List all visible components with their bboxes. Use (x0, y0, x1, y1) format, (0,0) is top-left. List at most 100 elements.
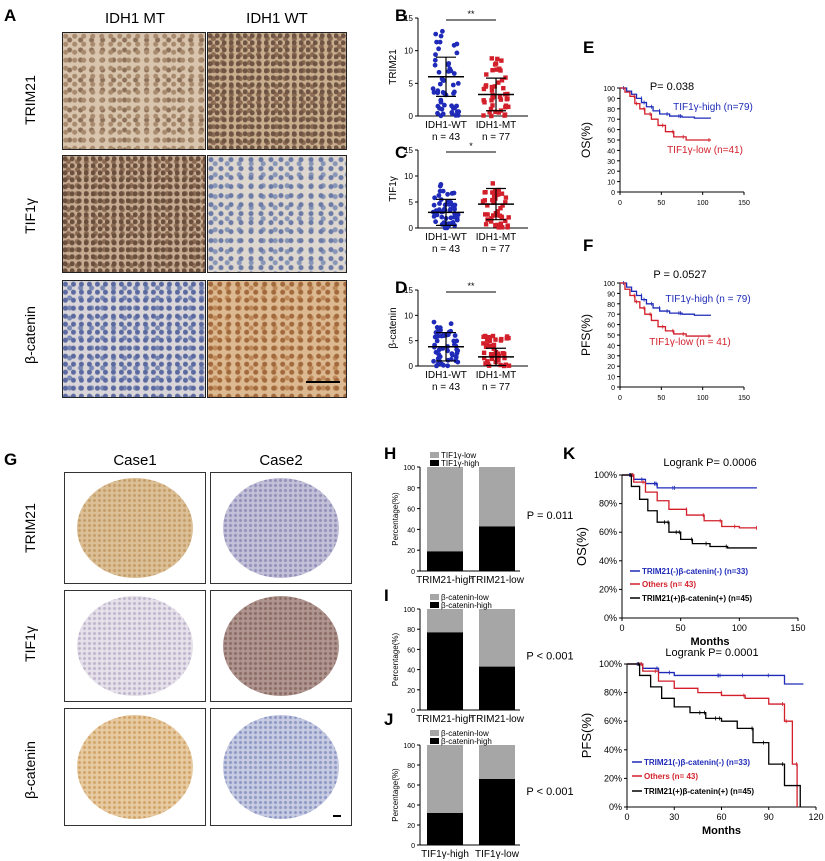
scatter-D-point (481, 350, 487, 355)
km-F-ytick-label: 70 (607, 312, 615, 319)
scatter-B-point (501, 86, 506, 91)
scatter-B-point (450, 105, 456, 111)
scatter-B-point (449, 111, 455, 117)
scatter-D-point (440, 362, 446, 368)
scatter-B-point (434, 39, 439, 45)
scatter-B-point (438, 113, 444, 119)
km-F-series-line (620, 282, 711, 337)
scatter-D-ytick-label: 10 (404, 311, 413, 320)
scatter-C-point (444, 225, 450, 231)
scatter-B-point (481, 98, 486, 103)
km-K2-ytick-label: 40% (604, 745, 622, 755)
bar-I-ytick-label: 80 (407, 627, 415, 634)
scatter-D-category-label: IDH1-WT (425, 370, 467, 381)
bar-I-legend-swatch (430, 602, 439, 608)
scatter-C-point (436, 193, 442, 198)
scatter-D-point (496, 353, 502, 359)
tma-core-tif1g-case1 (77, 596, 193, 696)
scatter-C-point (485, 212, 490, 217)
km-E-ytick-label: 40 (607, 148, 615, 155)
panel-g-col1-header: Case1 (113, 452, 157, 469)
km-K2-legend-label: Others (n= 43) (644, 772, 698, 781)
bar-H-legend-swatch (430, 452, 439, 458)
km-F-ytick-label: 20 (607, 364, 615, 371)
bar-H-segment (479, 526, 515, 571)
ihc-image-trim21-mt (62, 32, 206, 150)
km-K2-ytick-label: 60% (604, 716, 622, 726)
scatter-B-point (431, 90, 437, 95)
bar-J-ytick-label: 100 (403, 743, 415, 750)
bar-H-legend-swatch (430, 460, 439, 466)
km-K1-annotation: Logrank P= 0.0006 (663, 457, 756, 469)
scatter-D-ylabel: β-catenin (388, 307, 399, 348)
panel-a-col2-header: IDH1 WT (246, 10, 308, 27)
bar-I-category-label: TRIM21-high (416, 714, 474, 725)
km-E-ytick-label: 10 (607, 180, 615, 187)
bar-H-ytick-label: 40 (407, 527, 415, 534)
ihc-image-tif1g-mt (62, 155, 206, 273)
km-K1-xtick-label: 0 (619, 623, 624, 633)
km-E-ytick-label: 0 (611, 190, 615, 197)
bar-J-ylabel: Percentage(%) (391, 768, 400, 822)
scatter-C-point (490, 197, 495, 203)
scatter-B-point (493, 109, 498, 115)
km-K1-xtick-label: 50 (676, 623, 686, 633)
km-E-legend-low: TIF1γ-low (n=41) (667, 145, 743, 156)
bar-H-legend-label: TIF1γ-high (441, 459, 479, 468)
km-F-ytick-label: 10 (607, 375, 615, 382)
scatter-C-point (498, 221, 504, 226)
tma-frame-tif1g-case1 (64, 590, 206, 702)
scatter-C-point (450, 220, 456, 225)
bar-J-ytick-label: 0 (411, 843, 415, 850)
km-E-ytick-label: 50 (607, 138, 615, 145)
scatter-D-point (431, 319, 437, 325)
km-F-xtick-label: 150 (738, 395, 750, 402)
scatter-D-category-label: IDH1-MT (476, 370, 517, 381)
scatter-C-point (499, 214, 504, 219)
scatter-C-point (431, 202, 437, 208)
km-K1-xlabel: Months (690, 636, 729, 648)
scatter-B-point (489, 56, 494, 61)
scatter-C-point (491, 200, 496, 205)
scatter-D-point (488, 344, 493, 349)
bar-H-ytick-label: 0 (411, 569, 415, 576)
scatter-B-point (430, 86, 436, 92)
ihc-image-bcatenin-wt (207, 280, 347, 398)
scatter-D-ytick-label: 15 (404, 286, 413, 295)
bar-J-ytick-label: 60 (407, 783, 415, 790)
scatter-B-point (451, 71, 457, 76)
km-K1-ylabel: OS(%) (574, 527, 589, 566)
scatter-B-point (484, 72, 489, 77)
panel-letter-d: D (395, 278, 408, 297)
scatter-D-point (502, 351, 507, 357)
scatter-D-point (437, 325, 443, 331)
bar-H-segment (427, 467, 463, 552)
bar-I-ytick-label: 60 (407, 647, 415, 654)
km-E-ytick-label: 100 (603, 86, 615, 93)
scatter-D-point (490, 333, 496, 339)
scatter-C-ytick-label: 10 (404, 172, 413, 181)
km-K2-xtick-label: 60 (716, 812, 726, 822)
scatter-B-point (489, 98, 494, 103)
scatter-B-point (487, 110, 492, 115)
km-K2-ytick-label: 80% (604, 688, 622, 698)
km-K1-ytick-label: 40% (599, 556, 617, 566)
scatter-C-point (491, 213, 496, 218)
scatter-B-point (455, 81, 461, 86)
scatter-B-point (492, 62, 498, 67)
scatter-D-point (483, 344, 489, 349)
scatter-D-point (491, 342, 497, 348)
km-F-ytick-label: 60 (607, 323, 615, 330)
scatter-B-point (452, 89, 457, 95)
scatter-D-point (451, 338, 457, 344)
panel-letter-i: I (384, 586, 389, 605)
km-E-series-line (620, 87, 711, 141)
scatter-C-ytick-label: 15 (404, 146, 413, 155)
km-K2-legend-label: TRIM21(-)β-catenin(-) (n=33) (644, 758, 750, 767)
scatter-B-category-label: IDH1-MT (476, 120, 517, 131)
scatter-C-point (506, 215, 511, 220)
bar-I-ytick-label: 20 (407, 688, 415, 695)
tma-core-trim21-case1 (77, 478, 193, 578)
bar-I-category-label: TRIM21-low (470, 714, 525, 725)
km-E-series-line (620, 87, 711, 119)
